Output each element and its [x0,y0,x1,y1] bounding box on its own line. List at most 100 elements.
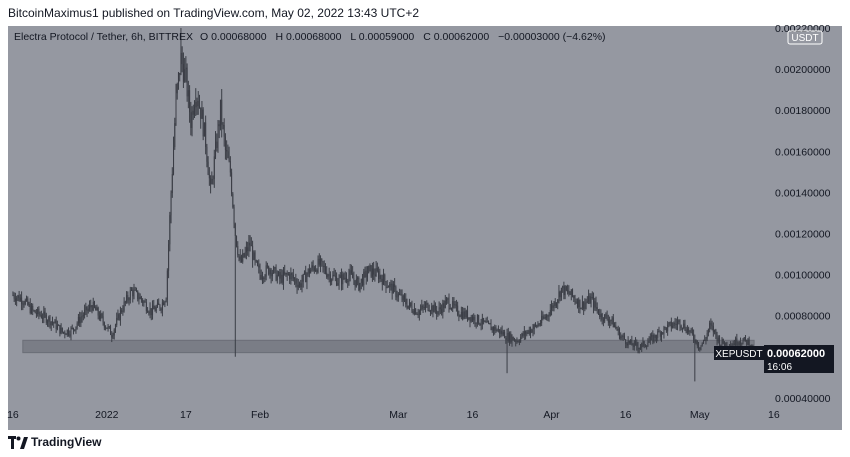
candle-body [266,265,268,267]
time-axis[interactable]: 16 2022 17 Feb Mar 16 Apr 16 May 16 [7,409,780,421]
candle-body [13,295,15,299]
candle-body [704,340,706,342]
candle-body [606,315,608,320]
time-tick-label: 16 [768,409,780,421]
candle-body [527,330,529,333]
candle-body [17,295,19,298]
candle-body [748,339,750,347]
candle-body [128,299,130,301]
candle-body [207,161,209,175]
candle-body [741,343,743,345]
legend-open-value: 0.00068000 [211,31,267,43]
candle-body [139,296,141,299]
candle-body [51,321,53,323]
price-tick-label: 0.00100000 [775,270,831,282]
candle-body [264,276,266,279]
currency-badge[interactable]: USDT [791,33,818,44]
candle-body [447,298,449,300]
candle-body [273,267,275,273]
candle-body [338,277,340,284]
candle-body [324,267,326,273]
candle-body [177,72,179,85]
candle-body [38,308,40,315]
price-tick-label: 0.00160000 [775,146,831,158]
candle-body [334,275,336,277]
candle-body [50,321,52,326]
candle-body [147,310,149,313]
candle-body [63,331,65,333]
candle-body [43,311,45,319]
price-tick-label: 0.00220000 [775,23,831,35]
candle-body [60,327,62,334]
candle-body [583,301,585,309]
candle-body [711,324,713,327]
candle-body [316,269,318,273]
candle-body [481,318,483,325]
candle-body [701,343,703,346]
price-chart[interactable]: 0.000400000.000600000.000800000.00100000… [0,0,850,430]
candle-body [269,269,271,275]
candle-body [257,261,259,266]
candle-body [725,342,727,346]
candle-body [376,268,378,271]
candle-body [90,305,92,308]
candle-body [677,321,679,325]
candle-body [397,293,399,297]
candle-body [276,275,278,281]
candle-body [743,337,745,341]
candle-body [679,320,681,327]
symbol-tag-box [714,346,764,360]
candle-body [306,274,308,283]
candle-body [132,289,134,297]
candle-body [667,324,669,332]
candle-body [359,282,361,291]
candle-body [69,334,71,336]
candle-body [258,265,260,268]
candle-body [452,301,454,309]
candle-body [532,329,534,333]
candle-body [672,326,674,328]
candle-body [296,283,298,288]
currency-badge-box[interactable] [787,30,823,45]
candle-body [425,304,427,309]
candle-body [45,314,47,323]
candle-body [390,283,392,285]
candle-body [12,295,14,297]
candle-body [616,328,618,331]
candle-body [674,322,676,324]
candle-body [133,290,135,297]
time-tick-label: May [690,409,711,421]
candle-body [544,317,546,319]
candle-body [33,310,35,312]
candle-body [604,314,606,322]
candle-body [301,281,303,288]
candle-body [468,317,470,320]
tradingview-logo-icon[interactable] [8,436,28,450]
candle-body [96,307,98,311]
candle-body [108,326,110,328]
candle-body [22,303,24,305]
candle-body [47,321,49,323]
candle-body [595,301,597,308]
candle-body [227,151,229,158]
candle-body [71,327,73,329]
candle-body [348,274,350,282]
candle-body [365,270,367,278]
symbol-tag: XEPUSDT [715,349,762,360]
candle-body [742,340,744,345]
candle-body [345,277,347,281]
candle-body [578,299,580,308]
candle-body [327,275,329,278]
candle-body [717,337,719,342]
candle-body [370,265,372,277]
candle-body [317,258,319,273]
candle-body [16,297,18,302]
candle-body [294,278,296,280]
candle-body [442,303,444,313]
candle-body [609,320,611,323]
candle-body [589,295,591,304]
footer-brand[interactable]: TradingView [31,435,102,449]
candle-body [56,325,58,330]
candle-body [299,283,301,285]
candle-body [663,327,665,334]
